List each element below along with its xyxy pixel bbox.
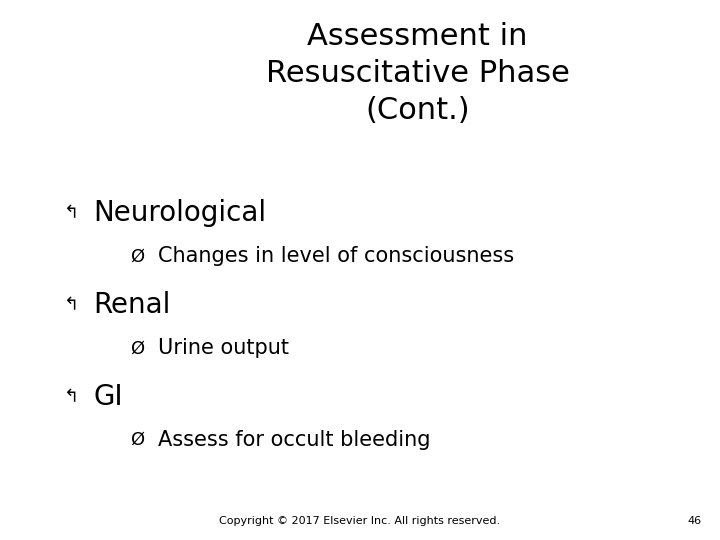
- Text: ↰: ↰: [64, 296, 79, 314]
- Text: ↰: ↰: [64, 204, 79, 222]
- Text: 46: 46: [688, 516, 702, 526]
- Text: Ø: Ø: [130, 431, 144, 449]
- Text: GI: GI: [94, 383, 123, 411]
- Text: Changes in level of consciousness: Changes in level of consciousness: [158, 246, 515, 267]
- Text: Assess for occult bleeding: Assess for occult bleeding: [158, 430, 431, 450]
- Text: Assessment in
Resuscitative Phase
(Cont.): Assessment in Resuscitative Phase (Cont.…: [266, 22, 570, 125]
- Text: Renal: Renal: [94, 291, 171, 319]
- Text: Copyright © 2017 Elsevier Inc. All rights reserved.: Copyright © 2017 Elsevier Inc. All right…: [220, 516, 500, 526]
- Text: ↰: ↰: [64, 388, 79, 406]
- Text: Urine output: Urine output: [158, 338, 289, 359]
- Text: Ø: Ø: [130, 339, 144, 357]
- Text: Neurological: Neurological: [94, 199, 266, 227]
- Text: Ø: Ø: [130, 247, 144, 266]
